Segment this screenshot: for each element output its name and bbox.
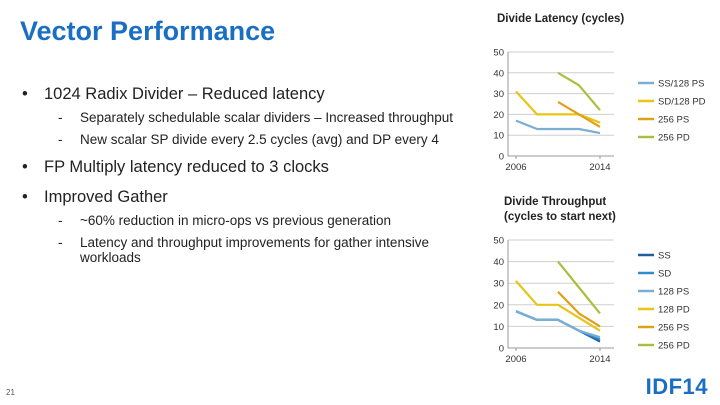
legend-label: 256 PD xyxy=(658,341,690,352)
series-line xyxy=(515,310,601,339)
x-tick-label: 2006 xyxy=(505,162,526,173)
legend-label: 256 PS xyxy=(658,115,689,126)
legend-label: SD/128 PD xyxy=(658,97,706,108)
y-tick-label: 0 xyxy=(499,344,504,355)
y-tick-label: 10 xyxy=(493,131,504,142)
legend-label: 256 PD xyxy=(658,133,690,144)
y-tick-label: 10 xyxy=(493,322,504,333)
bullet-item: 1024 Radix Divider – Reduced latency xyxy=(22,84,462,104)
slide-number: 21 xyxy=(6,388,15,397)
legend-label: SD xyxy=(658,269,671,280)
bullet-item: Improved Gather xyxy=(22,187,462,207)
series-line xyxy=(557,100,601,128)
idf14-logo: IDF14 xyxy=(645,374,708,399)
legend-label: 128 PD xyxy=(658,305,690,316)
y-tick-label: 30 xyxy=(493,89,504,100)
series-line xyxy=(557,71,601,111)
sub-bullet-item: Separately schedulable scalar dividers –… xyxy=(22,110,462,126)
series-line xyxy=(515,280,601,332)
y-tick-label: 30 xyxy=(493,279,504,290)
y-tick-label: 20 xyxy=(493,110,504,121)
divide-latency-chart: Divide Latency (cycles) 0 10 20 30 40 50 2006 20… xyxy=(493,13,706,173)
chart-title: Divide Throughput xyxy=(504,196,606,208)
chart-title: Divide Latency (cycles) xyxy=(497,13,624,25)
bullet-item: FP Multiply latency reduced to 3 clocks xyxy=(22,157,462,177)
y-tick-label: 50 xyxy=(493,236,504,247)
x-tick-label: 2014 xyxy=(589,162,610,173)
series-line xyxy=(557,291,601,328)
legend-label: SS/128 PS xyxy=(658,79,704,90)
y-tick-label: 50 xyxy=(493,48,504,59)
legend-label: 256 PS xyxy=(658,323,689,334)
x-tick-label: 2006 xyxy=(505,354,526,365)
sub-bullet-item: New scalar SP divide every 2.5 cycles (a… xyxy=(22,132,462,148)
sub-bullet-item: Latency and throughput improvements for … xyxy=(22,235,462,266)
bullet-list: 1024 Radix Divider – Reduced latency Sep… xyxy=(22,84,462,272)
legend-label: 128 PS xyxy=(658,287,689,298)
sub-bullet-item: ~60% reduction in micro-ops vs previous … xyxy=(22,213,462,229)
divide-throughput-chart: Divide Throughput (cycles to start next) 0… xyxy=(493,196,690,365)
y-tick-label: 40 xyxy=(493,68,504,79)
y-tick-label: 40 xyxy=(493,257,504,268)
series-line xyxy=(515,119,601,135)
y-tick-label: 20 xyxy=(493,300,504,311)
legend-label: SS xyxy=(658,251,671,262)
series-line xyxy=(515,90,601,124)
y-tick-label: 0 xyxy=(499,152,504,163)
chart-subtitle: (cycles to start next) xyxy=(504,211,616,223)
series-line xyxy=(557,260,601,315)
slide-title: Vector Performance xyxy=(20,16,276,46)
x-tick-label: 2014 xyxy=(589,354,610,365)
